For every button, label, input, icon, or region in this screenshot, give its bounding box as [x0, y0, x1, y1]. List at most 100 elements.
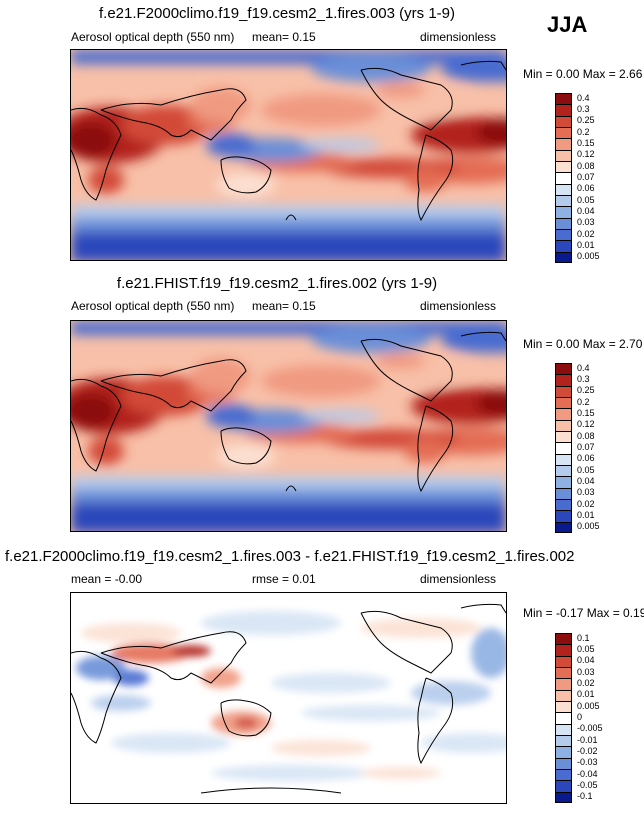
panel-2-title: f.e21.FHIST.f19_f19.cesm2_1.fires.002 (y… [116, 275, 438, 292]
colorbar-cell [555, 735, 572, 747]
colorbar-label: 0.06 [577, 183, 595, 194]
colorbar-cell [555, 240, 572, 252]
colorbar-label: -0.05 [577, 780, 598, 790]
colorbar-label: 0 [577, 712, 583, 722]
colorbar-label: 0.25 [577, 385, 595, 396]
panel-1-title: f.e21.F2000climo.f19_f19.cesm2_1.fires.0… [98, 5, 455, 22]
colorbar-label: 0.01 [577, 689, 595, 700]
colorbar-label: 0.07 [577, 172, 595, 182]
colorbar-label: 0.3 [577, 104, 590, 114]
colorbar-cell [555, 374, 572, 386]
colorbar-label: 0.04 [577, 655, 595, 666]
colorbar-cell [555, 769, 572, 781]
colorbar-cell [555, 408, 572, 420]
colorbar-label: 0.05 [577, 194, 595, 205]
colorbar-label: 0.15 [577, 408, 595, 418]
colorbar-cell [555, 678, 572, 690]
colorbar-label: 0.25 [577, 115, 595, 126]
panel-3-minmax: Min = -0.17 Max = 0.19 [523, 606, 644, 620]
colorbar-cell [555, 385, 572, 397]
colorbar-cell [555, 172, 572, 184]
colorbar-cell [555, 521, 572, 533]
colorbar-cell [555, 476, 572, 488]
colorbar-label: 0.12 [577, 149, 595, 160]
colorbar-cell [555, 115, 572, 127]
colorbar-cell [555, 104, 572, 116]
colorbar-cell [555, 161, 572, 173]
colorbar-label: 0.01 [577, 510, 595, 520]
colorbar-label: -0.03 [577, 757, 598, 768]
colorbar-cell [555, 644, 572, 656]
colorbar-label: 0.05 [577, 644, 595, 654]
colorbar-cell [555, 453, 572, 465]
colorbar-label: 0.08 [577, 430, 595, 441]
panel-2-units: dimensionless [420, 299, 497, 313]
colorbar-label: -0.005 [577, 723, 603, 734]
colorbar-label: 0.1 [577, 632, 590, 643]
panel-2-map [70, 320, 507, 532]
panel-1-variable: Aerosol optical depth (550 nm) [71, 30, 235, 44]
colorbar-cell [555, 251, 572, 263]
panel-1-colorbar: 0.4 0.3 0.25 0.2 0.15 0.12 0.08 0.07 0.06 0.05 0.0… [555, 93, 600, 263]
colorbar-label: 0.04 [577, 476, 595, 486]
colorbar-cell [555, 499, 572, 511]
colorbar-cell [555, 183, 572, 195]
panel-2-mean: mean= 0.15 [252, 299, 316, 313]
colorbar-label: 0.05 [577, 464, 595, 475]
colorbar-cell [555, 442, 572, 454]
colorbar-cell [555, 780, 572, 792]
colorbar-label: 0.005 [577, 251, 600, 262]
panel-3-colorbar: 0.1 0.05 0.04 0.03 0.02 0.01 0.005 0 -0.005 -0.01… [555, 633, 603, 803]
colorbar-label: 0.005 [577, 700, 600, 711]
colorbar-cell [555, 229, 572, 241]
colorbar-cell [555, 138, 572, 150]
panel-3-rmse: rmse = 0.01 [252, 572, 316, 586]
colorbar-label: 0.02 [577, 678, 595, 688]
colorbar-label: -0.1 [577, 791, 593, 802]
colorbar-label: 0.08 [577, 160, 595, 171]
colorbar-cell [555, 633, 572, 645]
colorbar-cell [555, 689, 572, 701]
colorbar-cell [555, 746, 572, 758]
colorbar-label: 0.4 [577, 362, 590, 373]
colorbar-cell [555, 655, 572, 667]
colorbar-cell [555, 757, 572, 769]
panel-3-map [70, 592, 507, 804]
colorbar-cell [555, 791, 572, 803]
colorbar-label: 0.03 [577, 666, 595, 677]
colorbar-label: 0.005 [577, 521, 600, 532]
panel-2-variable: Aerosol optical depth (550 nm) [71, 299, 235, 313]
colorbar-label: -0.01 [577, 734, 598, 745]
colorbar-label: 0.12 [577, 419, 595, 430]
colorbar-cell [555, 93, 572, 105]
panel-2-minmax: Min = 0.00 Max = 2.70 [523, 337, 643, 351]
colorbar-label: 0.2 [577, 396, 590, 407]
colorbar-label: 0.01 [577, 240, 595, 250]
colorbar-label: -0.04 [577, 768, 598, 779]
colorbar-cell [555, 723, 572, 735]
colorbar-label: 0.02 [577, 498, 595, 509]
colorbar-label: 0.15 [577, 138, 595, 148]
colorbar-label: -0.02 [577, 746, 598, 756]
colorbar-cell [555, 712, 572, 724]
colorbar-cell [555, 667, 572, 679]
colorbar-label: 0.07 [577, 442, 595, 452]
colorbar-cell [555, 363, 572, 375]
colorbar-label: 0.04 [577, 206, 595, 216]
panel-2-colorbar: 0.4 0.3 0.25 0.2 0.15 0.12 0.08 0.07 0.06 0.05 0.0… [555, 363, 600, 533]
colorbar-cell [555, 397, 572, 409]
colorbar-cell [555, 419, 572, 431]
panel-1-units: dimensionless [420, 30, 497, 44]
panel-3-units: dimensionless [420, 572, 497, 586]
colorbar-cell [555, 206, 572, 218]
colorbar-cell [555, 195, 572, 207]
colorbar-cell [555, 487, 572, 499]
colorbar-label: 0.06 [577, 453, 595, 464]
colorbar-label: 0.03 [577, 217, 595, 228]
colorbar-label: 0.2 [577, 126, 590, 137]
panel-1-minmax: Min = 0.00 Max = 2.66 [523, 67, 643, 81]
colorbar-cell [555, 510, 572, 522]
panel-1-map [70, 49, 507, 261]
panel-1-mean: mean= 0.15 [252, 30, 316, 44]
colorbar-cell [555, 701, 572, 713]
